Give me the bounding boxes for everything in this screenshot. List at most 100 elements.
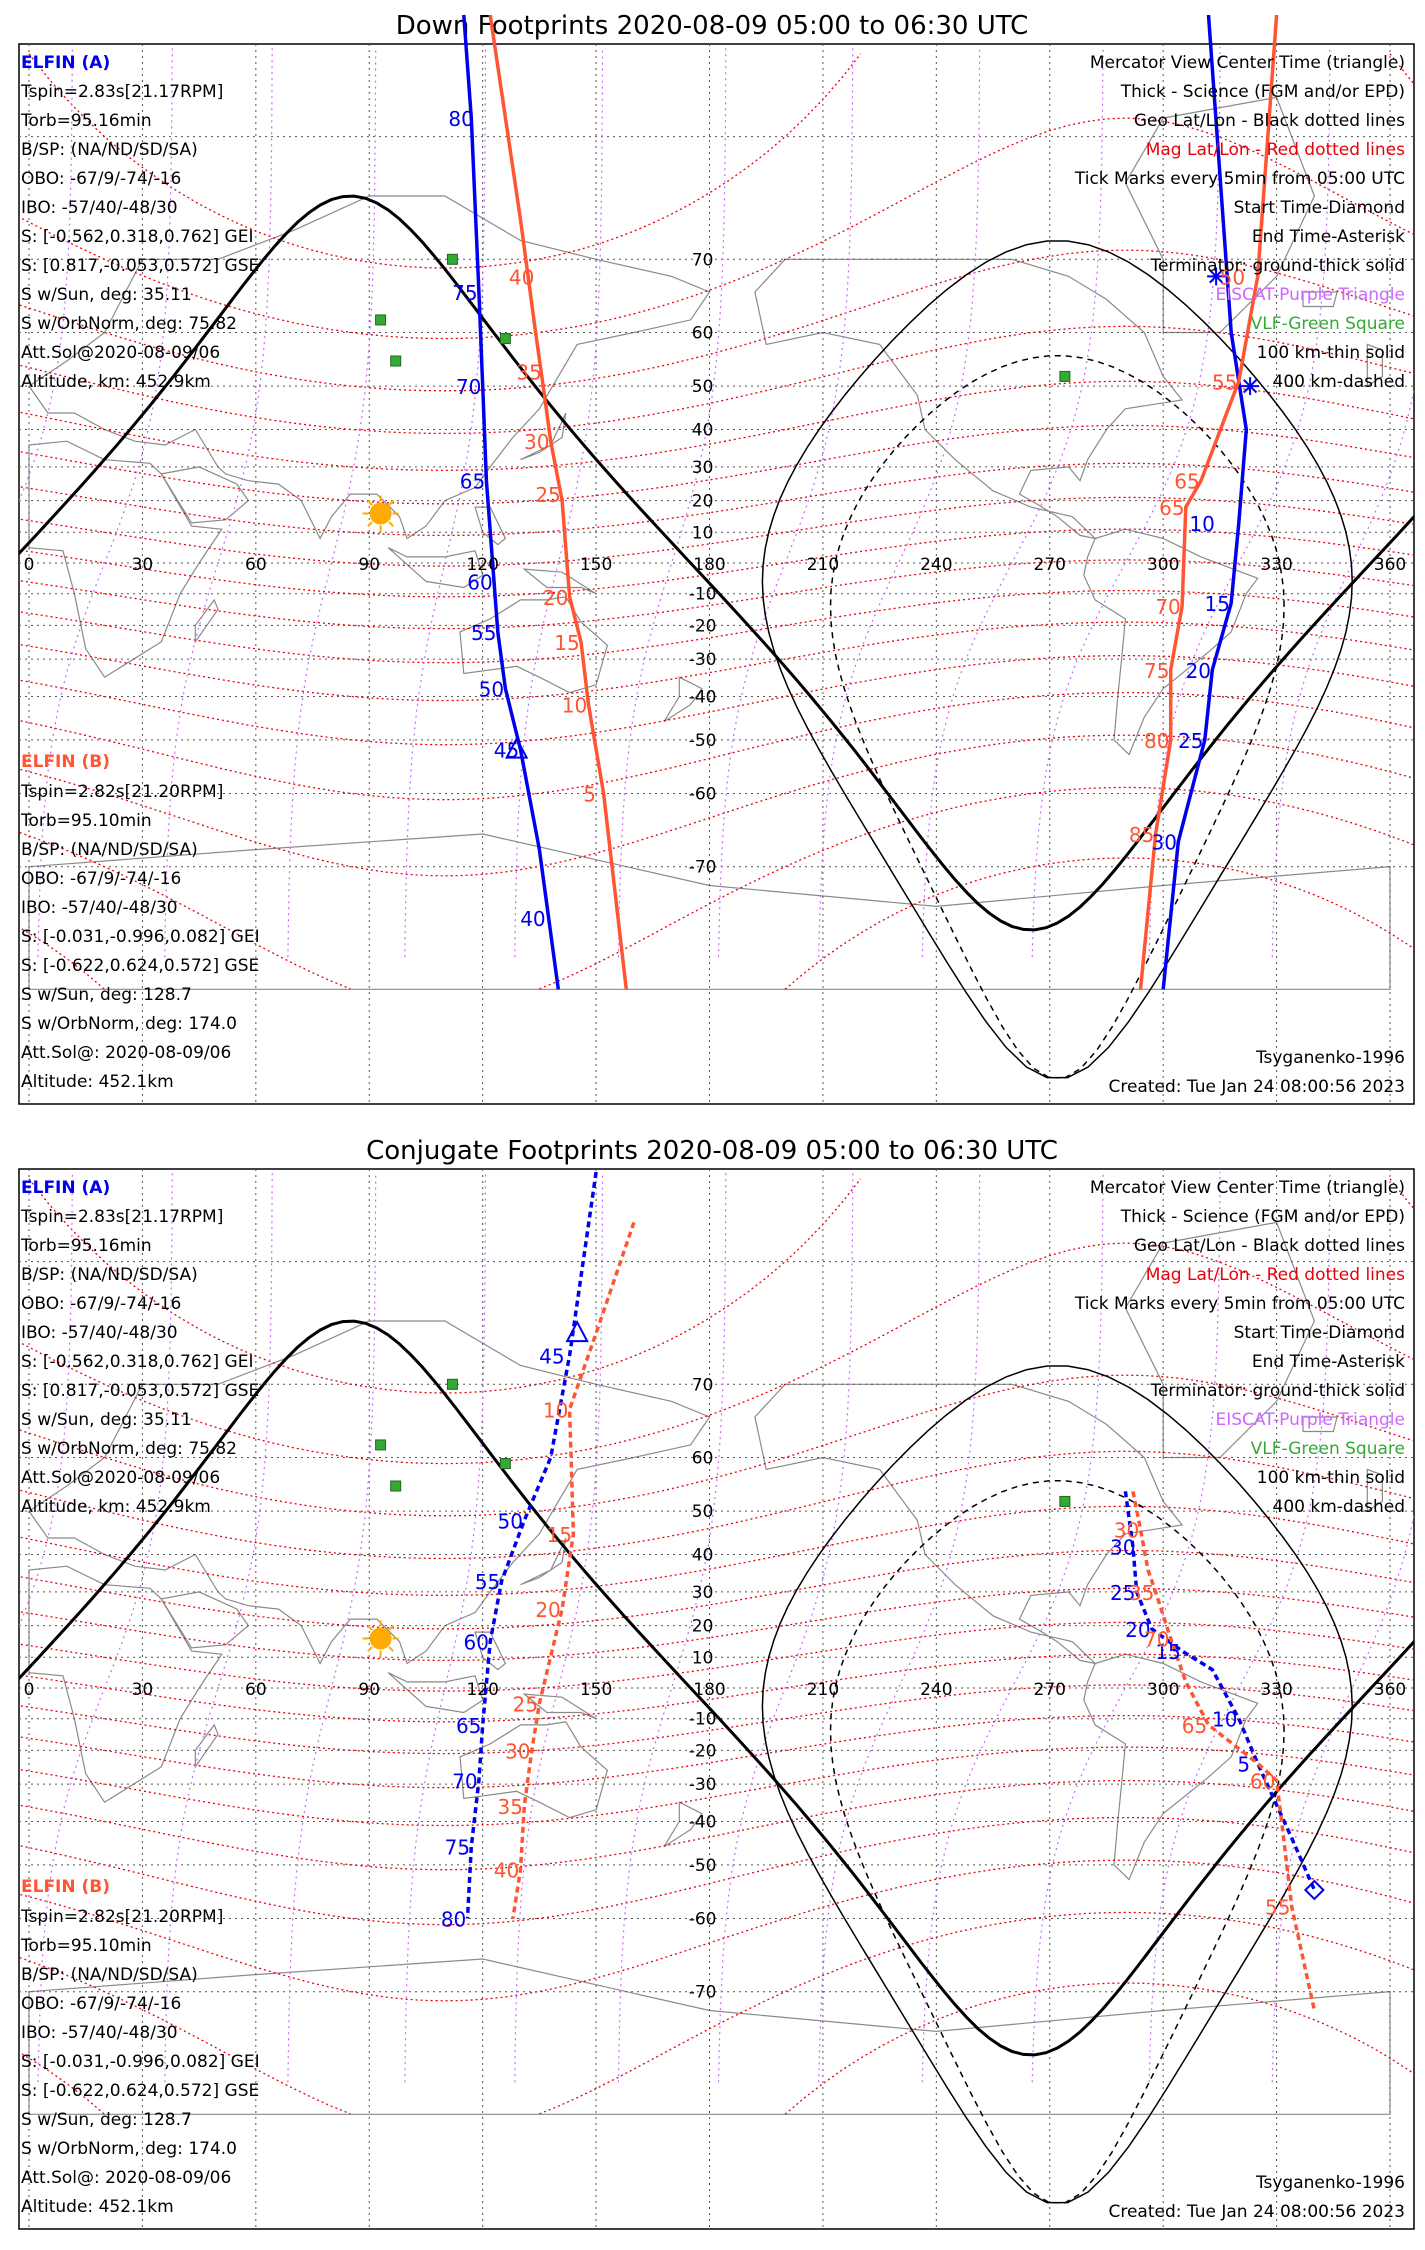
track-tick-label: 10 [1212,1708,1237,1732]
elfin-a-header: ELFIN (A) [21,1178,110,1198]
elfin-a-info-line: S: [0.817,-0.053,0.572] GSE [21,1381,259,1401]
track-tick-label: 75 [1144,659,1169,683]
panel-title: Down Footprints 2020-08-09 05:00 to 06:3… [396,11,1029,41]
lon-tick-label: 0 [24,1680,35,1700]
lon-tick-label: 330 [1260,1680,1292,1700]
mag-latitude-line [19,1242,1414,1465]
coastline [474,1631,507,1671]
elfin-a-info-line: S: [0.817,-0.053,0.572] GSE [21,256,259,276]
track-tick-label: 30 [1110,1535,1135,1559]
legend-item: 100 km-thin solid [1257,343,1405,363]
track-tick-label: 80 [448,107,473,131]
legend-item: Terminator: ground-thick solid [1149,1381,1405,1401]
elfin-a-info-line: IBO: -57/40/-48/30 [21,198,178,218]
coastline [1124,1221,1316,1459]
coastline [387,547,484,589]
vlf-square-icon [390,355,402,367]
mag-meridian-line [19,1171,73,1628]
vlf-square-icon [375,1439,387,1451]
lat-tick-label: -30 [689,650,717,670]
down-footprints-panel: Down Footprints 2020-08-09 05:00 to 06:3… [18,11,1415,1105]
elfin-b-info-line: Tspin=2.82s[21.20RPM] [20,782,223,802]
mag-meridian-line [1148,46,1331,958]
lon-tick-label: 300 [1147,555,1179,575]
track-tick-label: 10 [1189,512,1214,536]
elfin-a-track [1161,14,1249,990]
legend-item: Mag Lat/Lon - Red dotted lines [1146,140,1405,160]
track-tick-label: 40 [494,1859,519,1883]
vlf-square-icon [1059,370,1071,382]
lon-tick-label: 0 [24,555,35,575]
track-tick-label: 50 [1220,265,1245,289]
lon-tick-label: 60 [245,555,267,575]
footer-credit: Created: Tue Jan 24 08:00:56 2023 [1108,1077,1405,1097]
legend-item: Start Time-Diamond [1234,1323,1405,1343]
mag-meridian-line [921,46,1104,958]
track-tick-label: 70 [1155,595,1180,619]
elfin-b-info-line: OBO: -67/9/-74/-16 [21,869,181,889]
elfin-b-info-line: OBO: -67/9/-74/-16 [21,1994,181,2014]
lon-tick-label: 60 [245,1680,267,1700]
track-tick-label: 45 [539,1344,564,1368]
legend-item: EISCAT-Purple Triangle [1215,1410,1405,1430]
track-tick-label: 15 [1155,1640,1180,1664]
vlf-square-icon [375,314,387,326]
lat-tick-label: 30 [692,1583,714,1603]
mag-latitude-line [19,734,1414,877]
asterisk-icon [1241,377,1260,396]
mag-meridian-line [818,46,981,958]
mag-latitude-line [19,1587,1414,1662]
mag-latitude-line [539,1911,1414,2115]
elfin-b-info-line: B/SP: (NA/ND/SD/SA) [21,840,198,860]
lon-tick-label: 270 [1034,555,1066,575]
lat-tick-label: -20 [689,1741,717,1761]
mag-latitude-line [19,528,1414,598]
mag-meridian-line [164,1171,273,2083]
elfin-a-header: ELFIN (A) [21,53,110,73]
track-tick-label: 20 [543,586,568,610]
mag-latitude-line [19,831,351,990]
elfin-b-info-line: S: [-0.622,0.624,0.572] GSE [21,2081,259,2101]
legend-item: Thick - Science (FGM and/or EPD) [1120,82,1405,102]
track-tick-label: 60 [1250,1770,1275,1794]
lon-tick-label: 360 [1374,1680,1406,1700]
lat-tick-label: -40 [689,1813,717,1833]
track-tick-label: 70 [452,1770,477,1794]
coastline [28,833,1391,990]
track-tick-label: 35 [498,1795,523,1819]
coastline [1083,1653,1259,1881]
track-tick-label: 55 [1212,370,1237,394]
lon-tick-label: 270 [1034,1680,1066,1700]
lon-tick-label: 150 [580,1680,612,1700]
lat-tick-label: 40 [692,1545,714,1565]
lat-tick-label: -10 [689,585,717,605]
mag-meridian-line [404,1171,487,2083]
mag-latitude-line [19,462,1414,537]
mag-meridian-line [617,46,727,958]
lon-tick-label: 240 [920,555,952,575]
track-tick-label: 65 [456,1714,481,1738]
lon-tick-label: 90 [358,1680,380,1700]
coastline [663,676,703,723]
mag-meridian-line [1148,1171,1331,2083]
elfin-a-info-line: Altitude, km: 452.9km [21,372,211,392]
lat-tick-label: -70 [689,858,717,878]
lat-tick-label: 10 [692,523,714,543]
mag-meridian-line [921,1171,1104,2083]
mag-meridian-line [1031,46,1221,958]
lat-tick-label: -60 [689,1909,717,1929]
mag-meridian-line [19,46,73,503]
track-tick-label: 45 [494,739,519,763]
track-tick-label: 25 [1110,1581,1135,1605]
track-tick-label: 20 [535,1598,560,1622]
coastline [522,1693,597,1720]
track-tick-label: 65 [460,470,485,494]
track-tick-label: 40 [520,907,545,931]
terminator-100km [761,1365,1353,2204]
track-tick-label: 60 [464,1631,489,1655]
lon-tick-label: 180 [693,555,725,575]
elfin-a-info-line: Tspin=2.83s[21.17RPM] [20,82,223,102]
track-tick-label: 10 [543,1398,568,1422]
conjugate-footprints-panel: Conjugate Footprints 2020-08-09 05:00 to… [18,1136,1415,2230]
track-tick-label: 15 [554,631,579,655]
